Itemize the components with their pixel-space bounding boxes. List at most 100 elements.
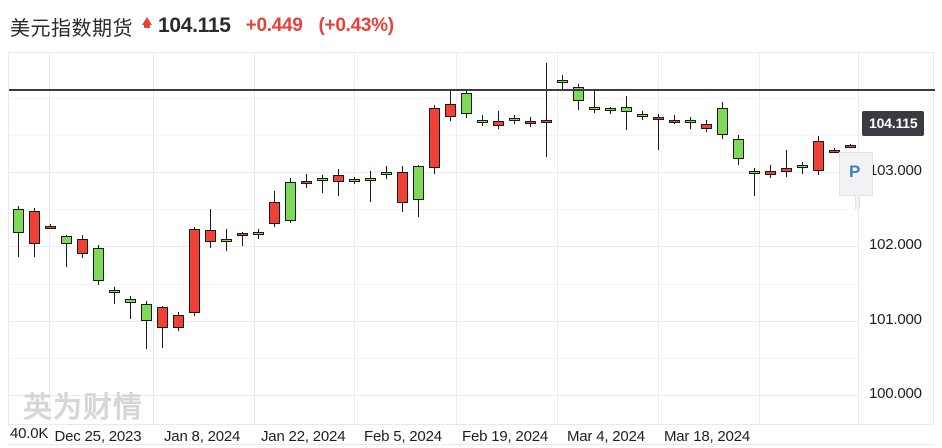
candlestick — [332, 169, 344, 196]
candlestick — [92, 244, 104, 286]
last-price: 104.115 — [158, 14, 231, 37]
candle-body — [444, 103, 456, 117]
candlestick — [268, 191, 280, 228]
candle-body — [796, 164, 808, 168]
candlestick-plot[interactable]: 英为财情 Investing.com — [9, 53, 859, 425]
volume-axis-label: 40.0K — [10, 425, 49, 442]
candle-body — [28, 210, 40, 245]
grid-line-horizontal-minor — [9, 209, 859, 210]
page-title: 美元指数期货 — [10, 15, 133, 40]
candle-wick — [785, 149, 787, 177]
candlestick — [652, 114, 664, 150]
price-axis-label: 100.000 — [869, 385, 922, 403]
grid-line-horizontal-minor — [9, 98, 859, 99]
candlestick — [12, 205, 24, 257]
candle-body — [428, 108, 440, 168]
date-axis-label: Feb 19, 2024 — [462, 428, 549, 445]
candle-wick — [209, 209, 211, 248]
candle-body — [812, 140, 824, 171]
price-axis-label: 101.000 — [869, 310, 922, 328]
candle-wick — [337, 169, 339, 196]
candle-body — [508, 118, 520, 122]
candle-body — [764, 170, 776, 175]
candle-wick — [625, 96, 627, 131]
candlestick — [780, 149, 792, 177]
price-axis[interactable]: 103.000 102.000 101.000 100.000 — [858, 52, 942, 425]
candle-body — [220, 238, 232, 242]
candle-body — [284, 182, 296, 222]
candlestick — [748, 167, 760, 196]
candle-body — [300, 180, 312, 184]
candle-body — [124, 298, 136, 303]
candle-body — [252, 231, 264, 235]
current-price-badge: 104.115 — [862, 111, 925, 136]
candle-body — [620, 106, 632, 113]
price-axis-label: 103.000 — [869, 162, 922, 180]
candlestick — [124, 295, 136, 320]
candlestick — [508, 115, 520, 125]
candlestick — [284, 177, 296, 223]
candle-wick — [657, 114, 659, 150]
grid-line-vertical — [49, 53, 50, 425]
candle-body — [108, 289, 120, 293]
candlestick — [300, 173, 312, 189]
candlestick — [28, 207, 40, 257]
price-change: +0.449 — [245, 15, 303, 36]
candle-body — [316, 177, 328, 181]
investing-watermark: 英为财情 Investing.com — [23, 393, 143, 426]
candle-body — [380, 172, 392, 176]
candle-body — [172, 314, 184, 329]
candlestick — [236, 231, 248, 247]
candlestick — [556, 75, 568, 89]
candlestick — [844, 143, 856, 149]
candle-body — [524, 121, 536, 125]
date-axis[interactable]: Dec 25, 2023 Jan 8, 2024 Jan 22, 2024 Feb 5… — [8, 425, 934, 448]
date-axis-label: Feb 5, 2024 — [364, 428, 442, 445]
candle-body — [412, 166, 424, 201]
candlestick — [60, 234, 72, 268]
date-axis-label: Mar 18, 2024 — [664, 428, 750, 445]
candle-body — [588, 106, 600, 110]
grid-line-vertical — [759, 53, 760, 425]
candlestick — [668, 115, 680, 125]
grid-line-horizontal — [9, 246, 859, 247]
candle-body — [540, 119, 552, 123]
candlestick — [460, 88, 472, 119]
pattern-marker-label: P — [849, 162, 861, 181]
candle-wick — [321, 175, 323, 193]
chart-area[interactable]: 英为财情 Investing.com P — [8, 52, 935, 425]
date-axis-label: Mar 4, 2024 — [567, 428, 645, 445]
grid-line-vertical — [153, 53, 154, 425]
candle-body — [140, 304, 152, 321]
candle-body — [268, 201, 280, 225]
candle-body — [60, 236, 72, 245]
candlestick — [604, 106, 616, 114]
candlestick — [476, 115, 488, 126]
candle-body — [684, 119, 696, 123]
grid-line-vertical — [354, 53, 355, 425]
candle-body — [700, 124, 712, 129]
candle-body — [476, 119, 488, 123]
candlestick — [796, 161, 808, 174]
candle-wick — [113, 286, 115, 305]
candle-wick — [369, 170, 371, 202]
candlestick — [716, 102, 728, 140]
candle-wick — [593, 88, 595, 113]
grid-line-horizontal — [9, 321, 859, 322]
candle-body — [332, 175, 344, 183]
grid-line-vertical — [557, 53, 558, 425]
pattern-marker[interactable]: P — [839, 152, 873, 209]
candle-body — [236, 233, 248, 237]
arrow-up-icon — [142, 17, 152, 28]
price-change-percent: (+0.43%) — [318, 15, 395, 36]
candlestick — [684, 116, 696, 129]
candle-body — [492, 121, 504, 126]
candlestick — [444, 90, 456, 122]
candlestick — [828, 148, 840, 153]
candle-wick — [497, 111, 499, 129]
candle-wick — [129, 295, 131, 320]
candlestick — [492, 111, 504, 129]
quote-header: 美元指数期货 104.115 +0.449 (+0.43%) — [0, 0, 942, 52]
grid-line-vertical — [254, 53, 255, 425]
